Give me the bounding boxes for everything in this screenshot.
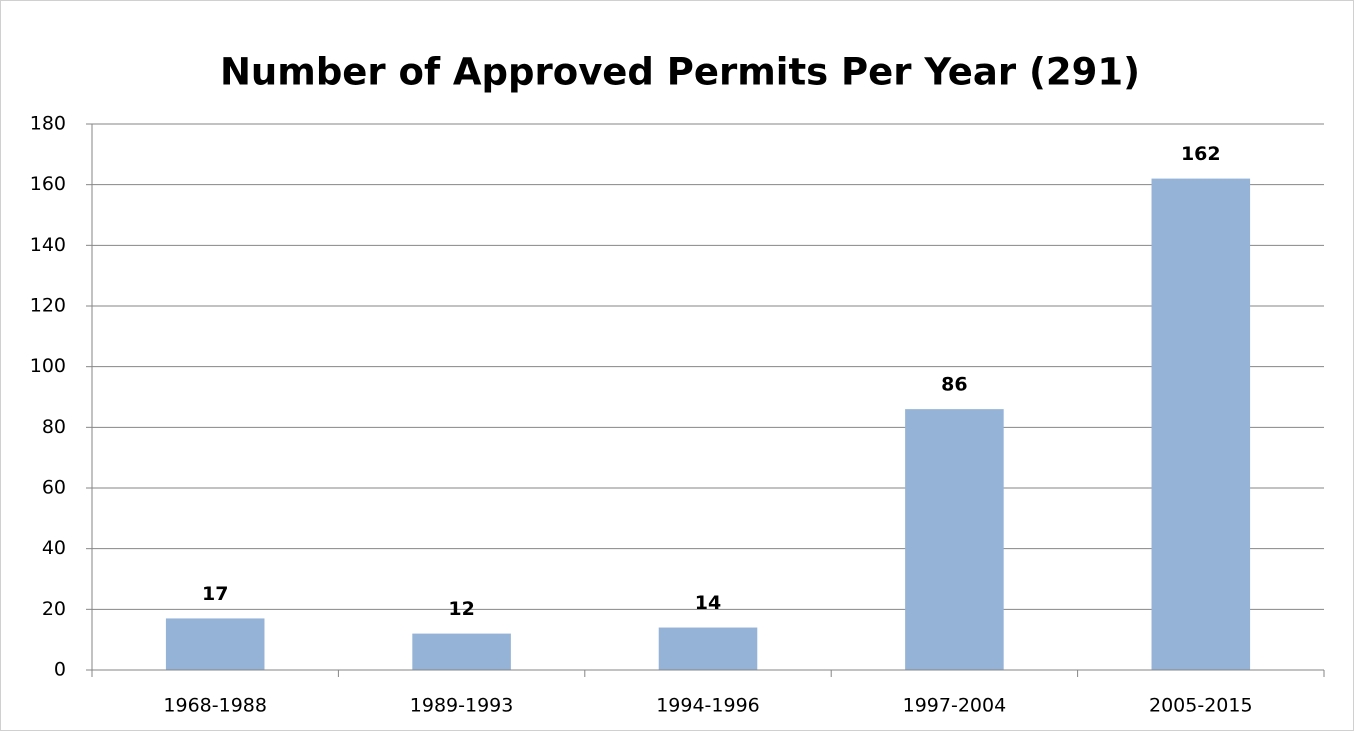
bar [412,633,511,670]
data-label: 17 [202,583,228,605]
y-tick-label: 20 [42,598,66,620]
data-label: 14 [695,592,721,614]
y-tick-label: 60 [42,477,66,499]
x-tick-label: 1968-1988 [163,695,267,717]
bar [905,409,1004,670]
data-label: 162 [1181,143,1221,165]
x-tick-label: 2005-2015 [1149,695,1253,717]
y-tick-label: 120 [30,295,66,317]
y-tick-label: 100 [30,355,66,377]
chart-title: Number of Approved Permits Per Year (291… [220,51,1140,94]
bar [165,618,265,670]
y-tick-label: 160 [30,173,66,195]
y-tick-label: 80 [42,416,66,438]
bar [658,627,758,670]
data-label: 86 [941,374,967,396]
y-tick-label: 0 [54,659,66,681]
y-tick-label: 140 [30,234,66,256]
x-tick-label: 1997-2004 [903,695,1007,717]
x-tick-label: 1994-1996 [656,695,760,717]
y-tick-label: 40 [42,537,66,559]
y-tick-label: 180 [30,113,66,135]
data-label: 12 [448,598,474,620]
bar [1151,178,1251,670]
x-tick-label: 1989-1993 [410,695,514,717]
